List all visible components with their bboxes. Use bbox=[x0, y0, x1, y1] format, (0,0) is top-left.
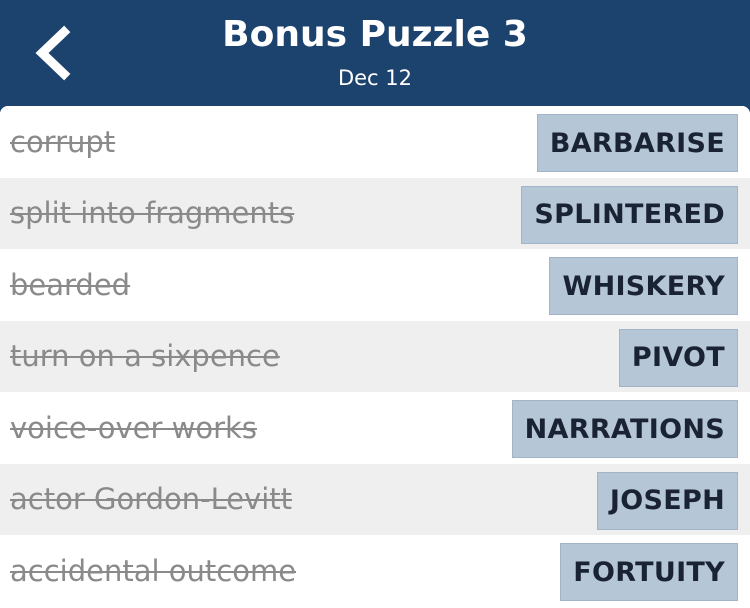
answer-badge: PIVOT bbox=[618, 328, 738, 387]
page-title: Bonus Puzzle 3 bbox=[222, 14, 528, 55]
clue-text: accidental outcome bbox=[10, 553, 297, 588]
clue-row[interactable]: split into fragments SPLINTERED bbox=[0, 177, 750, 249]
clue-row[interactable]: voice-over works NARRATIONS bbox=[0, 392, 750, 464]
clue-row[interactable]: accidental outcome FORTUITY bbox=[0, 535, 750, 607]
clue-row[interactable]: bearded WHISKERY bbox=[0, 249, 750, 321]
clue-text: corrupt bbox=[10, 124, 116, 159]
clue-text: actor Gordon-Levitt bbox=[10, 482, 293, 517]
chevron-left-icon bbox=[35, 25, 71, 81]
clue-row[interactable]: corrupt BARBARISE bbox=[0, 106, 750, 178]
clue-row[interactable]: turn on a sixpence PIVOT bbox=[0, 320, 750, 392]
answer-badge: JOSEPH bbox=[596, 471, 738, 530]
back-button[interactable] bbox=[22, 18, 86, 88]
clue-row[interactable]: actor Gordon-Levitt JOSEPH bbox=[0, 463, 750, 535]
clue-text: voice-over works bbox=[10, 410, 257, 445]
clue-list: corrupt BARBARISE split into fragments S… bbox=[0, 106, 750, 608]
answer-badge: WHISKERY bbox=[549, 257, 738, 315]
header-bar: Bonus Puzzle 3 Dec 12 bbox=[0, 0, 750, 110]
clue-text: turn on a sixpence bbox=[10, 339, 280, 374]
answer-badge: SPLINTERED bbox=[521, 185, 738, 244]
clue-text: split into fragments bbox=[10, 196, 295, 231]
answer-badge: BARBARISE bbox=[536, 114, 738, 172]
answer-badge: NARRATIONS bbox=[511, 400, 738, 458]
clue-text: bearded bbox=[10, 267, 131, 302]
puzzle-date: Dec 12 bbox=[337, 66, 413, 90]
answer-badge: FORTUITY bbox=[560, 543, 738, 601]
